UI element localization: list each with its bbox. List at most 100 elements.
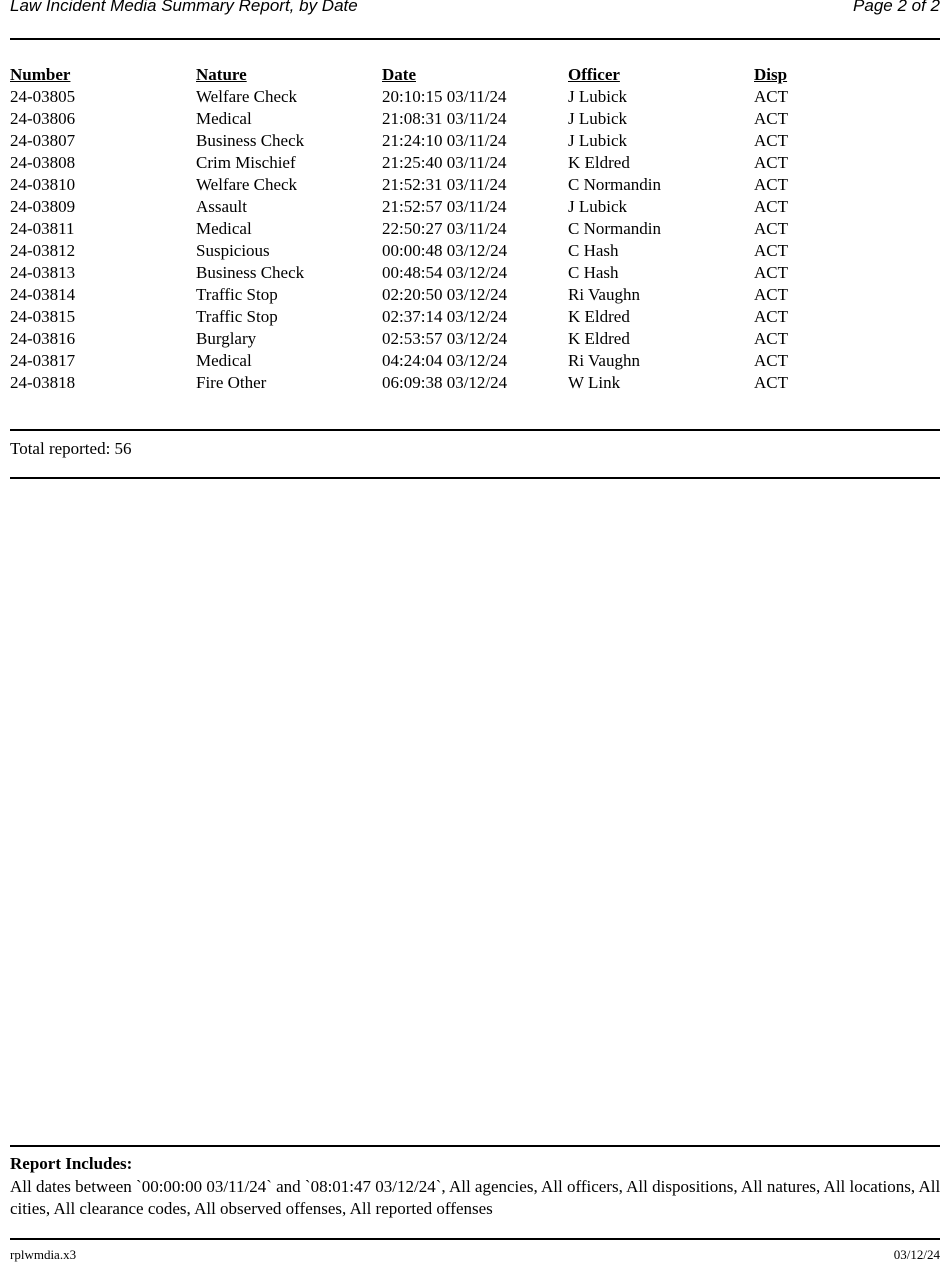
- cell-date: 04:24:04 03/12/24: [382, 351, 508, 370]
- cell-nature: Business Check: [196, 263, 305, 282]
- cell-officer: Ri Vaughn: [568, 285, 640, 304]
- cell-date: 02:37:14 03/12/24: [382, 307, 508, 326]
- cell-nature: Welfare Check: [196, 175, 298, 194]
- cell-officer: J Lubick: [568, 197, 628, 216]
- print-date: 03/12/24: [893, 1247, 940, 1262]
- cell-officer: J Lubick: [568, 131, 628, 150]
- cell-officer: C Hash: [568, 263, 619, 282]
- cell-disp: ACT: [754, 153, 788, 172]
- table-row: 24-03805 Welfare Check 20:10:15 03/11/24 J …: [10, 86, 940, 108]
- cell-nature: Business Check: [196, 131, 305, 150]
- cell-officer: K Eldred: [568, 329, 630, 348]
- cell-officer: C Hash: [568, 241, 619, 260]
- cell-nature: Fire Other: [196, 373, 267, 392]
- column-header-nature: Nature: [196, 65, 247, 84]
- cell-nature: Suspicious: [196, 241, 270, 260]
- cell-nature: Assault: [196, 197, 247, 216]
- report-includes-heading: Report Includes:: [10, 1154, 133, 1173]
- cell-disp: ACT: [754, 351, 788, 370]
- cell-disp: ACT: [754, 307, 788, 326]
- cell-number: 24-03807: [10, 131, 76, 150]
- cell-nature: Medical: [196, 219, 252, 238]
- cell-disp: ACT: [754, 197, 788, 216]
- cell-number: 24-03812: [10, 241, 76, 260]
- cell-officer: K Eldred: [568, 307, 630, 326]
- cell-nature: Medical: [196, 109, 252, 128]
- cell-disp: ACT: [754, 263, 788, 282]
- table-header: Number Nature Date Officer Disp: [10, 64, 940, 86]
- cell-nature: Traffic Stop: [196, 285, 278, 304]
- column-header-officer: Officer: [568, 65, 620, 84]
- divider: [10, 38, 940, 40]
- table-row: 24-03808 Crim Mischief 21:25:40 03/11/24 K …: [10, 152, 940, 174]
- cell-date: 02:53:57 03/12/24: [382, 329, 508, 348]
- cell-officer: J Lubick: [568, 109, 628, 128]
- cell-date: 21:08:31 03/11/24: [382, 109, 507, 128]
- cell-officer: C Normandin: [568, 175, 662, 194]
- cell-date: 21:25:40 03/11/24: [382, 153, 507, 172]
- cell-officer: J Lubick: [568, 87, 628, 106]
- cell-nature: Crim Mischief: [196, 153, 296, 172]
- cell-disp: ACT: [754, 373, 788, 392]
- cell-date: 22:50:27 03/11/24: [382, 219, 507, 238]
- cell-number: 24-03809: [10, 197, 76, 216]
- divider: [10, 429, 940, 431]
- cell-number: 24-03806: [10, 109, 76, 128]
- cell-nature: Traffic Stop: [196, 307, 278, 326]
- column-header-date: Date: [382, 65, 416, 84]
- report-title: Law Incident Media Summary Report, by Da…: [10, 0, 358, 15]
- cell-number: 24-03818: [10, 373, 76, 392]
- cell-date: 06:09:38 03/12/24: [382, 373, 508, 392]
- cell-date: 21:24:10 03/11/24: [382, 131, 507, 150]
- column-header-number: Number: [10, 65, 71, 84]
- cell-nature: Medical: [196, 351, 252, 370]
- column-header-disp: Disp: [754, 65, 788, 84]
- table-row: 24-03806 Medical 21:08:31 03/11/24 J Lubick…: [10, 108, 940, 130]
- cell-disp: ACT: [754, 131, 788, 150]
- cell-nature: Welfare Check: [196, 87, 298, 106]
- cell-date: 00:00:48 03/12/24: [382, 241, 508, 260]
- cell-disp: ACT: [754, 109, 788, 128]
- cell-date: 00:48:54 03/12/24: [382, 263, 508, 282]
- table-row: 24-03818 Fire Other 06:09:38 03/12/24 W Lin…: [10, 372, 940, 394]
- table-row: 24-03807 Business Check 21:24:10 03/11/24 J…: [10, 130, 940, 152]
- cell-disp: ACT: [754, 175, 788, 194]
- cell-officer: W Link: [568, 373, 621, 392]
- page-number: Page 2 of 2: [853, 0, 940, 15]
- cell-disp: ACT: [754, 329, 788, 348]
- cell-number: 24-03810: [10, 175, 76, 194]
- report-includes-text: All dates between `00:00:00 03/11/24` an…: [10, 1177, 941, 1218]
- cell-nature: Burglary: [196, 329, 257, 348]
- report-code: rplwmdia.x3: [10, 1247, 77, 1262]
- table-row: 24-03809 Assault 21:52:57 03/11/24 J Lubick…: [10, 196, 940, 218]
- cell-date: 21:52:31 03/11/24: [382, 175, 507, 194]
- divider: [10, 477, 940, 479]
- cell-date: 20:10:15 03/11/24: [382, 87, 507, 106]
- total-reported: Total reported: 56: [10, 439, 132, 458]
- cell-date: 02:20:50 03/12/24: [382, 285, 508, 304]
- divider: [10, 1145, 940, 1147]
- cell-number: 24-03816: [10, 329, 76, 348]
- cell-number: 24-03805: [10, 87, 76, 106]
- cell-disp: ACT: [754, 87, 788, 106]
- incident-table: Number Nature Date Officer Disp 24-03805 Welf…: [10, 64, 940, 394]
- table-row: 24-03813 Business Check 00:48:54 03/12/24 C…: [10, 262, 940, 284]
- table-row: 24-03817 Medical 04:24:04 03/12/24 Ri Vaugh…: [10, 350, 940, 372]
- table-row: 24-03816 Burglary 02:53:57 03/12/24 K Eldre…: [10, 328, 940, 350]
- cell-officer: K Eldred: [568, 153, 630, 172]
- cell-officer: Ri Vaughn: [568, 351, 640, 370]
- cell-number: 24-03813: [10, 263, 76, 282]
- cell-number: 24-03811: [10, 219, 75, 238]
- table-row: 24-03814 Traffic Stop 02:20:50 03/12/24 Ri …: [10, 284, 940, 306]
- table-row: 24-03810 Welfare Check 21:52:31 03/11/24 C …: [10, 174, 940, 196]
- table-row: 24-03815 Traffic Stop 02:37:14 03/12/24 K E…: [10, 306, 940, 328]
- cell-disp: ACT: [754, 219, 788, 238]
- cell-officer: C Normandin: [568, 219, 662, 238]
- cell-number: 24-03817: [10, 351, 76, 370]
- cell-number: 24-03808: [10, 153, 76, 172]
- cell-disp: ACT: [754, 285, 788, 304]
- cell-number: 24-03814: [10, 285, 76, 304]
- cell-date: 21:52:57 03/11/24: [382, 197, 507, 216]
- table-row: 24-03811 Medical 22:50:27 03/11/24 C Norman…: [10, 218, 940, 240]
- table-row: 24-03812 Suspicious 00:00:48 03/12/24 C Has…: [10, 240, 940, 262]
